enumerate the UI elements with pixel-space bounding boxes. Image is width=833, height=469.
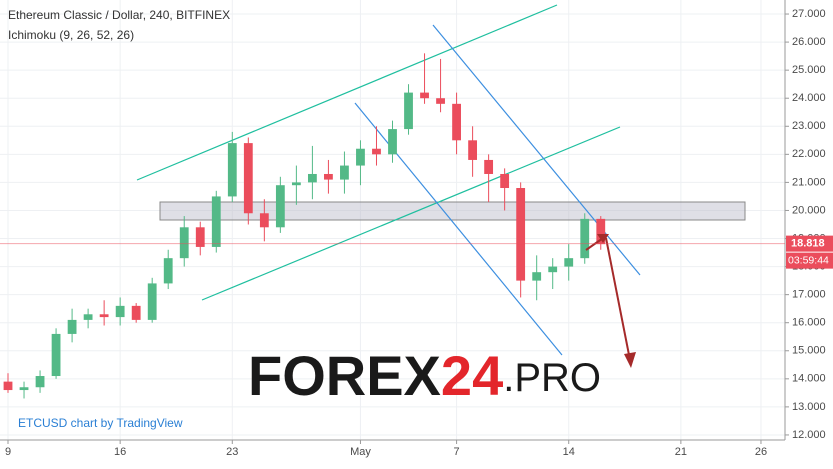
channel-line — [432, 24, 641, 276]
candle-body — [388, 129, 397, 155]
watermark-part: .PRO — [503, 356, 601, 400]
candle-body — [243, 143, 253, 214]
candle-body — [131, 305, 141, 320]
candle-body — [340, 165, 349, 180]
y-tick-label: 20.000 — [792, 204, 826, 216]
y-tick-label: 25.000 — [792, 64, 826, 76]
candle-body — [564, 258, 574, 267]
candle-body — [436, 98, 445, 104]
candle-body — [259, 213, 269, 228]
candle-body — [163, 258, 173, 284]
candle-body — [307, 173, 317, 183]
y-tick-label: 15.000 — [792, 345, 826, 357]
x-tick-label: 16 — [114, 446, 126, 458]
candle-body — [500, 173, 510, 189]
candle-body — [99, 314, 109, 318]
candle-body — [324, 173, 333, 180]
x-tick-label: 9 — [5, 446, 11, 458]
watermark: FOREX24.PRO — [248, 344, 601, 407]
candle-body — [516, 188, 526, 281]
countdown-label: 03:59:44 — [788, 254, 829, 266]
candles — [3, 53, 606, 399]
candle-body — [532, 272, 542, 281]
forecast-arrow — [605, 237, 631, 361]
candle-body — [356, 148, 365, 166]
channel-line — [136, 4, 558, 181]
arrowhead — [624, 352, 636, 368]
candle-body — [67, 319, 77, 334]
countdown-box — [786, 252, 833, 269]
x-tick-label: May — [350, 446, 371, 458]
x-tick-label: 23 — [226, 446, 238, 458]
attribution: ETCUSD chart by TradingView — [18, 416, 183, 430]
candle-body — [404, 92, 413, 130]
resistance-zone — [159, 201, 746, 221]
candle-body — [580, 218, 590, 259]
candle-body — [420, 92, 429, 99]
candle-body — [275, 185, 285, 228]
candle-body — [51, 333, 61, 377]
candle-body — [596, 218, 606, 245]
x-tick-label: 14 — [563, 446, 575, 458]
candle-body — [195, 227, 205, 247]
candle-body — [468, 140, 478, 160]
arrowhead — [597, 234, 609, 243]
last-price-box — [786, 235, 833, 252]
candle-body — [3, 381, 13, 391]
candle-body — [227, 143, 237, 197]
y-tick-label: 16.000 — [792, 317, 826, 329]
candle-body — [372, 148, 381, 155]
candle-body — [115, 305, 125, 318]
candle-body — [211, 196, 221, 247]
x-tick-label: 26 — [755, 446, 767, 458]
y-tick-label: 23.000 — [792, 120, 826, 132]
y-tick-label: 13.000 — [792, 401, 826, 413]
watermark-part: 24 — [441, 344, 503, 407]
candle-body — [19, 387, 29, 391]
candle-body — [452, 103, 461, 141]
y-tick-label: 26.000 — [792, 36, 826, 48]
candle-body — [35, 376, 45, 388]
candle-body — [548, 266, 558, 273]
x-tick-label: 21 — [675, 446, 687, 458]
subtitle: Ichimoku (9, 26, 52, 26) — [8, 28, 134, 42]
y-tick-label: 24.000 — [792, 92, 826, 104]
candle-body — [291, 182, 301, 186]
candle-body — [147, 283, 157, 320]
y-tick-label: 17.000 — [792, 289, 826, 301]
channel-line — [201, 126, 621, 301]
last-price-label: 18.818 — [791, 238, 825, 250]
chart-title: Ethereum Classic / Dollar, 240, BITFINEX — [8, 8, 230, 22]
candle-body — [83, 314, 93, 320]
y-tick-label: 21.000 — [792, 176, 826, 188]
y-tick-label: 27.000 — [792, 8, 826, 20]
y-tick-label: 12.000 — [792, 429, 826, 441]
x-tick-label: 7 — [454, 446, 460, 458]
candle-body — [179, 227, 189, 259]
y-tick-label: 22.000 — [792, 148, 826, 160]
watermark-part: FOREX — [248, 344, 441, 407]
candle-body — [484, 159, 494, 174]
y-tick-label: 14.000 — [792, 373, 826, 385]
